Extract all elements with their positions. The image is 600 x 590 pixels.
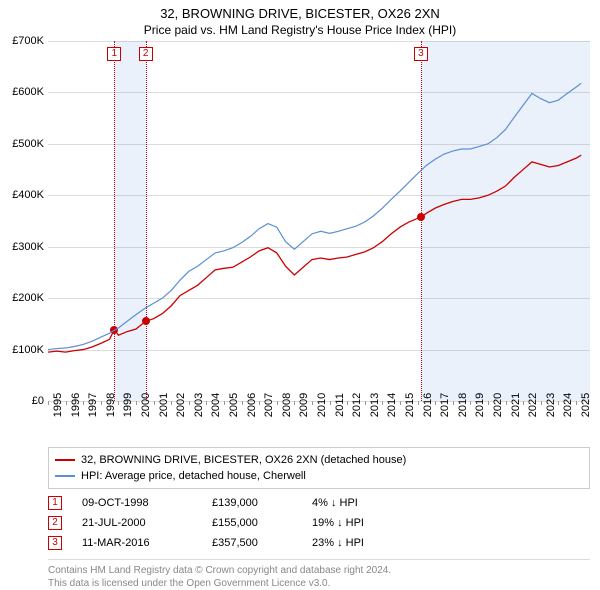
- sale-index-box: 3: [48, 536, 62, 550]
- footer-line: This data is licensed under the Open Gov…: [48, 577, 590, 590]
- sale-date: 21-JUL-2000: [82, 517, 212, 529]
- chart-plot-area: £0£100K£200K£300K£400K£500K£600K£700K123: [48, 41, 590, 401]
- x-axis-label: 2011: [334, 393, 346, 417]
- sales-table: 1 09-OCT-1998£139,0004% ↓ HPI 2 21-JUL-2000…: [48, 493, 590, 553]
- chart-subtitle: Price paid vs. HM Land Registry's House …: [0, 21, 600, 41]
- sale-row: 3 11-MAR-2016£357,50023% ↓ HPI: [48, 533, 590, 553]
- sale-date: 09-OCT-1998: [82, 497, 212, 509]
- legend-label: 32, BROWNING DRIVE, BICESTER, OX26 2XN (…: [81, 454, 406, 466]
- x-axis-label: 2000: [140, 393, 152, 417]
- x-axis-label: 2009: [298, 393, 310, 417]
- x-axis-label: 2020: [492, 393, 504, 417]
- sale-diff: 23% ↓ HPI: [312, 537, 364, 549]
- legend-item-hpi: HPI: Average price, detached house, Cher…: [55, 468, 583, 484]
- sale-row: 1 09-OCT-1998£139,0004% ↓ HPI: [48, 493, 590, 513]
- x-axis-label: 2008: [281, 393, 293, 417]
- legend-item-property: 32, BROWNING DRIVE, BICESTER, OX26 2XN (…: [55, 452, 583, 468]
- x-axis-label: 2004: [210, 393, 222, 417]
- x-axis-label: 2019: [474, 393, 486, 417]
- sale-date: 11-MAR-2016: [82, 537, 212, 549]
- y-axis-label: £400K: [12, 189, 44, 201]
- footer-attribution: Contains HM Land Registry data © Crown c…: [48, 559, 590, 590]
- sale-index-box: 1: [48, 496, 62, 510]
- x-axis-label: 1997: [87, 393, 99, 417]
- legend-swatch: [55, 459, 75, 461]
- chart-title: 32, BROWNING DRIVE, BICESTER, OX26 2XN: [0, 0, 600, 21]
- x-axis-label: 2022: [527, 393, 539, 417]
- y-axis-label: £700K: [12, 35, 44, 47]
- y-axis-label: £100K: [12, 344, 44, 356]
- y-axis-label: £500K: [12, 138, 44, 150]
- x-axis-label: 2025: [580, 393, 592, 417]
- x-axis-label: 2006: [246, 393, 258, 417]
- legend: 32, BROWNING DRIVE, BICESTER, OX26 2XN (…: [48, 447, 590, 489]
- x-axis-label: 2017: [439, 393, 451, 417]
- x-axis-label: 2002: [175, 393, 187, 417]
- x-axis-label: 2018: [457, 393, 469, 417]
- y-axis-label: £0: [32, 395, 44, 407]
- x-axis-label: 2023: [545, 393, 557, 417]
- footer-line: Contains HM Land Registry data © Crown c…: [48, 564, 590, 577]
- x-axis-label: 2012: [351, 393, 363, 417]
- sale-price: £357,500: [212, 537, 312, 549]
- sale-diff: 19% ↓ HPI: [312, 517, 364, 529]
- sale-row: 2 21-JUL-2000£155,00019% ↓ HPI: [48, 513, 590, 533]
- y-axis-label: £300K: [12, 241, 44, 253]
- sale-price: £155,000: [212, 517, 312, 529]
- x-axis-label: 2001: [158, 393, 170, 417]
- x-axis-label: 2007: [263, 393, 275, 417]
- y-axis-label: £200K: [12, 292, 44, 304]
- x-axis-label: 2003: [193, 393, 205, 417]
- series-hpi: [48, 83, 581, 349]
- x-axis-label: 2010: [316, 393, 328, 417]
- sale-price: £139,000: [212, 497, 312, 509]
- x-axis-label: 1998: [105, 393, 117, 417]
- series-property: [48, 155, 581, 352]
- x-axis-label: 2015: [404, 393, 416, 417]
- legend-swatch: [55, 475, 75, 477]
- x-axis-label: 1999: [122, 393, 134, 417]
- sale-diff: 4% ↓ HPI: [312, 497, 358, 509]
- sale-index-box: 2: [48, 516, 62, 530]
- x-axis-label: 2014: [386, 393, 398, 417]
- x-axis-label: 2013: [369, 393, 381, 417]
- x-axis-label: 2016: [422, 393, 434, 417]
- y-axis-label: £600K: [12, 86, 44, 98]
- x-axis-labels: 1995199619971998199920002001200220032004…: [48, 401, 590, 441]
- x-axis-label: 1996: [70, 393, 82, 417]
- x-axis-label: 2024: [562, 393, 574, 417]
- legend-label: HPI: Average price, detached house, Cher…: [81, 470, 306, 482]
- x-axis-label: 2021: [510, 393, 522, 417]
- x-axis-label: 1995: [52, 393, 64, 417]
- x-axis-label: 2005: [228, 393, 240, 417]
